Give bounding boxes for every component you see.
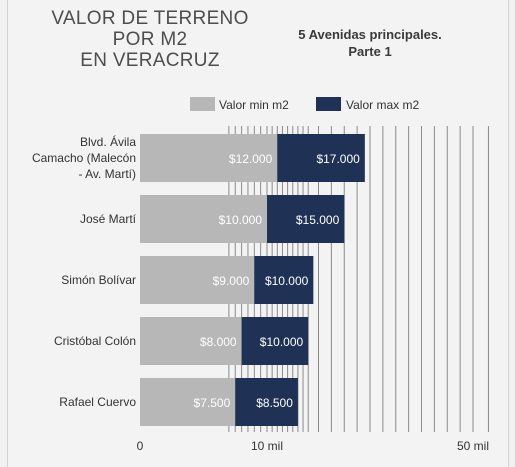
bar-min [140, 195, 267, 243]
category-label: Cristóbal Colón [54, 334, 136, 348]
title-line: EN VERACRUZ [80, 50, 220, 71]
title-line: VALOR DE TERRENO [51, 8, 249, 29]
x-tick-label: 50 mil [457, 439, 489, 453]
data-label-min: $12.000 [229, 152, 273, 166]
data-label-min: $7.500 [194, 396, 231, 410]
bar-min [140, 317, 242, 365]
legend-swatch [190, 97, 215, 111]
data-label-max: $8.500 [256, 396, 293, 410]
subtitle-line: 5 Avenidas principales. [298, 27, 442, 42]
title-line: POR M2 [112, 29, 188, 50]
bar-max [254, 256, 314, 304]
legend-label: Valor min m2 [219, 98, 289, 112]
x-tick-label: 0 [137, 439, 144, 453]
category-label: Camacho (Malecón [32, 151, 136, 165]
subtitle-line: Parte 1 [348, 44, 392, 59]
legend-swatch [316, 97, 341, 111]
chart-subtitle: 5 Avenidas principales. Parte 1 [270, 26, 470, 60]
data-label-max: $15.000 [296, 213, 340, 227]
bar-max [267, 195, 345, 243]
data-label-min: $10.000 [219, 213, 263, 227]
data-label-max: $10.000 [265, 274, 309, 288]
category-label: Simón Bolívar [61, 273, 136, 287]
category-label: Rafael Cuervo [59, 395, 136, 409]
legend-label: Valor max m2 [346, 98, 419, 112]
data-label-min: $9.000 [213, 274, 250, 288]
bar-min [140, 256, 255, 304]
bar-max [235, 378, 298, 426]
data-label-max: $10.000 [260, 335, 304, 349]
bar-max [277, 134, 365, 182]
data-label-min: $8.000 [200, 335, 237, 349]
category-label: José Martí [80, 212, 137, 226]
category-label: - Av. Martí) [78, 167, 136, 181]
data-label-max: $17.000 [316, 152, 360, 166]
bar-min [140, 378, 236, 426]
bar-max [241, 317, 309, 365]
category-label: Blvd. Ávila [80, 134, 136, 149]
x-tick-label: 10 mil [251, 439, 283, 453]
bar-min [140, 134, 278, 182]
chart-title: VALOR DE TERRENO POR M2 EN VERACRUZ [40, 8, 260, 71]
